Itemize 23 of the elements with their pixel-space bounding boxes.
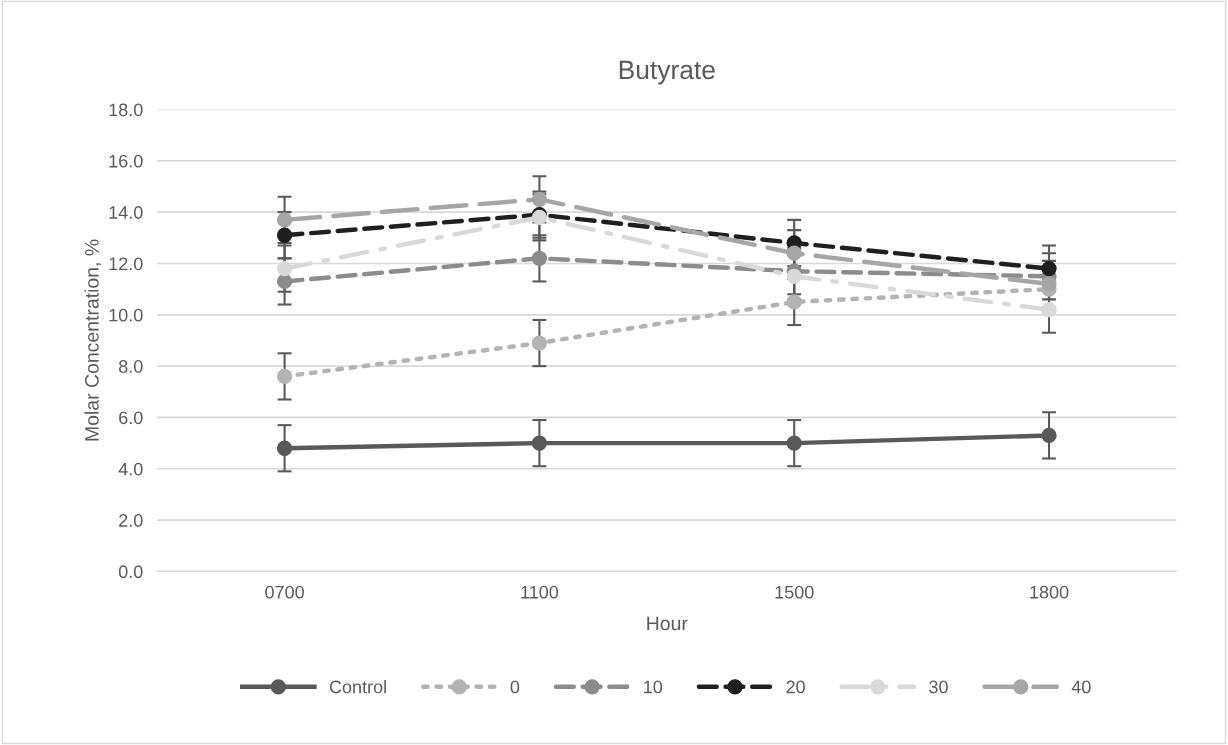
x-tick-label: 1100 xyxy=(521,585,559,599)
y-tick-label: 6.0 xyxy=(119,411,143,425)
y-axis-title: Molar Concentration, % xyxy=(84,239,102,441)
y-tick-label: 8.0 xyxy=(118,360,143,373)
legend-label: 30 xyxy=(929,680,948,694)
legend-label: Control xyxy=(329,680,386,694)
legend-label: 0 xyxy=(510,680,520,694)
chart-title: Butyrate xyxy=(619,60,715,85)
legend-label: 10 xyxy=(644,680,663,694)
y-tick-label: 2.0 xyxy=(119,514,143,527)
x-tick-label: 0700 xyxy=(265,585,304,599)
x-axis-title: Hour xyxy=(647,616,688,631)
y-tick-label: 4.0 xyxy=(118,462,143,476)
x-tick-label: 1800 xyxy=(1030,585,1069,599)
y-tick-label: 10.0 xyxy=(109,308,143,322)
y-tick-label: 12.0 xyxy=(109,257,143,271)
legend-label: 20 xyxy=(786,680,805,694)
y-tick-label: 16.0 xyxy=(109,154,143,168)
y-tick-label: 18.0 xyxy=(109,103,143,117)
x-tick-label: 1500 xyxy=(775,585,814,599)
y-tick-label: 0.0 xyxy=(118,565,143,579)
legend-label: 40 xyxy=(1071,680,1091,694)
y-tick-label: 14.0 xyxy=(109,206,143,219)
